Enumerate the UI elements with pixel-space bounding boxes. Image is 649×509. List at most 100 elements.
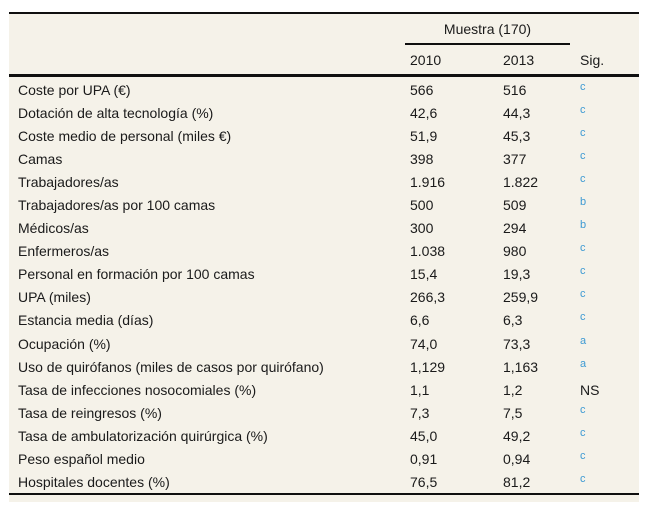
row-label: Coste por UPA (€): [18, 81, 131, 98]
table-row: Hospitales docentes (%) 76,5 81,2 c: [9, 471, 639, 494]
column-header-2013: 2013: [503, 52, 535, 68]
significance-value: c: [580, 450, 586, 463]
cell-sig: c: [580, 265, 639, 282]
table-row: Personal en formación por 100 camas 15,4…: [9, 263, 639, 286]
row-label: Tasa de reingresos (%): [18, 404, 162, 421]
cell-2010: 0,91: [410, 451, 438, 468]
row-label: Médicos/as: [18, 220, 89, 237]
table-row: Trabajadores/as 1.916 1.822 c: [9, 170, 639, 193]
cell-sig: c: [580, 403, 639, 421]
cell-2013: 509: [503, 197, 527, 214]
header-separator-rule: [9, 74, 639, 77]
significance-value: c: [580, 288, 586, 301]
row-label: Trabajadores/as: [18, 173, 119, 190]
row-label: Estancia media (días): [18, 312, 154, 329]
cell-sig: c: [580, 172, 639, 190]
significance-value: c: [580, 103, 586, 116]
significance-value: c: [580, 172, 586, 185]
cell-2013: 259,9: [503, 289, 539, 306]
significance-value: c: [580, 265, 586, 278]
cell-2010: 42,6: [410, 104, 438, 121]
cell-2013: 19,3: [503, 266, 531, 283]
significance-value: c: [580, 426, 586, 439]
row-label: Tasa de ambulatorización quirúrgica (%): [18, 427, 268, 444]
significance-value: c: [580, 126, 586, 139]
cell-2010: 74,0: [410, 335, 438, 352]
cell-2013: 49,2: [503, 427, 531, 444]
cell-2013: 45,3: [503, 127, 531, 144]
cell-2013: 516: [503, 81, 527, 98]
cell-2010: 1,1: [410, 381, 430, 398]
row-label: Uso de quirófanos (miles de casos por qu…: [18, 358, 324, 375]
cell-2010: 76,5: [410, 474, 438, 491]
significance-value: c: [580, 311, 586, 324]
table-row: Tasa de reingresos (%) 7,3 7,5 c: [9, 401, 639, 424]
cell-sig: c: [580, 311, 639, 328]
row-label: UPA (miles): [18, 289, 91, 306]
cell-2013: 73,3: [503, 335, 531, 352]
cell-2013: 1.822: [503, 173, 539, 190]
cell-sig: c: [580, 126, 639, 144]
row-label: Tasa de infecciones nosocomiales (%): [18, 381, 257, 398]
column-group-underline: [405, 43, 570, 45]
row-label: Coste medio de personal (miles €): [18, 127, 232, 144]
cell-sig: c: [580, 473, 639, 490]
cell-2010: 6,6: [410, 312, 430, 329]
cell-2013: 6,3: [503, 312, 523, 329]
cell-sig: b: [580, 219, 639, 236]
significance-value: c: [580, 403, 586, 416]
significance-value: c: [580, 80, 586, 93]
cell-2010: 398: [410, 150, 434, 167]
cell-2013: 1,163: [503, 358, 539, 375]
cell-2013: 7,5: [503, 404, 523, 421]
cell-2010: 7,3: [410, 404, 430, 421]
table-top-rule: [9, 12, 639, 14]
cell-2010: 45,0: [410, 427, 438, 444]
row-label: Camas: [18, 150, 63, 167]
statistics-table: Muestra (170) 2010 2013 Sig. Coste por U…: [9, 12, 639, 502]
cell-2010: 51,9: [410, 127, 438, 144]
table-row: Camas 398 377 c: [9, 147, 639, 170]
cell-2010: 1.038: [410, 243, 446, 260]
table-row: Tasa de infecciones nosocomiales (%) 1,1…: [9, 378, 639, 401]
table-rows: Coste por UPA (€) 566 516 c Dotación de …: [9, 78, 639, 494]
cell-sig: a: [580, 357, 639, 375]
row-label: Dotación de alta tecnología (%): [18, 104, 214, 121]
cell-2010: 15,4: [410, 266, 438, 283]
cell-sig: c: [580, 80, 639, 98]
table-row: Estancia media (días) 6,6 6,3 c: [9, 309, 639, 332]
table-row: Tasa de ambulatorización quirúrgica (%) …: [9, 424, 639, 447]
cell-2013: 0,94: [503, 451, 531, 468]
column-header-2010: 2010: [410, 52, 442, 68]
table-row: Coste por UPA (€) 566 516 c: [9, 78, 639, 101]
row-label: Enfermeros/as: [18, 243, 110, 260]
column-group-header: Muestra (170): [443, 21, 532, 37]
table-row: Uso de quirófanos (miles de casos por qu…: [9, 355, 639, 378]
cell-sig: c: [580, 149, 639, 167]
significance-value: b: [580, 219, 587, 232]
cell-sig: c: [580, 450, 639, 467]
cell-2010: 266,3: [410, 289, 446, 306]
table-row: Peso español medio 0,91 0,94 c: [9, 448, 639, 471]
row-label: Ocupación (%): [18, 335, 111, 352]
row-label: Trabajadores/as por 100 camas: [18, 197, 216, 214]
cell-2013: 1,2: [503, 381, 523, 398]
cell-sig: c: [580, 288, 639, 305]
cell-sig: NS: [580, 382, 639, 398]
significance-value: c: [580, 149, 586, 162]
cell-2013: 44,3: [503, 104, 531, 121]
row-label: Peso español medio: [18, 451, 145, 468]
table-row: Ocupación (%) 74,0 73,3 a: [9, 332, 639, 355]
significance-value: a: [580, 357, 587, 370]
cell-2013: 294: [503, 220, 527, 237]
table-row: Enfermeros/as 1.038 980 c: [9, 240, 639, 263]
cell-2013: 81,2: [503, 474, 531, 491]
table-row: Trabajadores/as por 100 camas 500 509 b: [9, 193, 639, 216]
cell-2010: 300: [410, 220, 434, 237]
significance-value: c: [580, 242, 586, 255]
table-row: Médicos/as 300 294 b: [9, 217, 639, 240]
cell-2013: 377: [503, 150, 527, 167]
significance-value: b: [580, 196, 587, 209]
significance-value: a: [580, 334, 587, 347]
